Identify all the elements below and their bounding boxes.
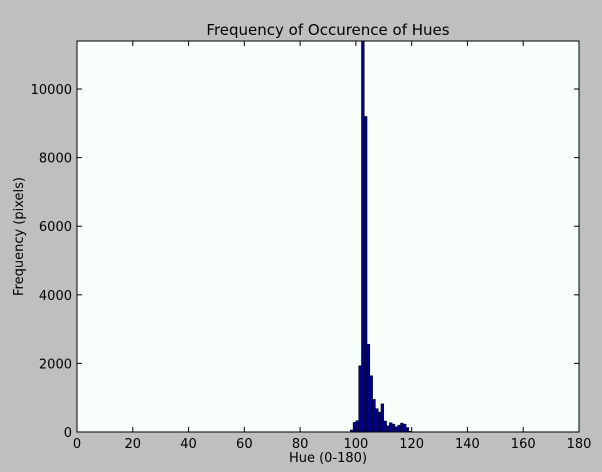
x-tick-label: 160 <box>511 437 536 452</box>
y-axis-ticks: 0 2000 4000 6000 8000 10000 <box>31 83 579 441</box>
x-tick-label: 40 <box>180 437 197 452</box>
histogram-bar <box>377 411 382 433</box>
x-tick-label: 120 <box>399 437 424 452</box>
histogram-bar <box>375 408 379 433</box>
x-tick-label: 0 <box>73 437 81 452</box>
histogram-bar <box>389 422 393 433</box>
histogram-bar <box>358 365 362 433</box>
x-tick-label: 180 <box>567 437 592 452</box>
histogram-bar <box>400 422 404 433</box>
histogram-bar <box>397 424 401 433</box>
chart-title: Frequency of Occurence of Hues <box>206 21 449 39</box>
histogram-bar <box>369 375 373 433</box>
histogram-bar <box>383 420 387 433</box>
histogram-bar <box>366 343 371 433</box>
x-tick-label: 140 <box>455 437 480 452</box>
x-tick-label: 20 <box>125 437 142 452</box>
histogram-bar <box>361 40 365 433</box>
y-tick-label: 4000 <box>39 289 72 304</box>
x-axis-ticks: 0 20 40 60 80 100 120 140 160 180 <box>73 41 592 452</box>
x-tick-label: 80 <box>292 437 309 452</box>
y-tick-label: 10000 <box>31 83 72 98</box>
x-tick-label: 100 <box>343 437 368 452</box>
histogram-bar <box>405 427 410 433</box>
histogram-bar <box>364 116 368 433</box>
y-tick-label: 2000 <box>39 357 72 372</box>
histogram-bar <box>391 423 396 433</box>
x-tick-label: 60 <box>236 437 253 452</box>
plot-frame <box>76 40 580 433</box>
histogram-bar <box>380 403 385 433</box>
y-tick-label: 0 <box>64 426 72 441</box>
histogram-bars <box>350 40 412 433</box>
histogram-bar <box>386 425 390 433</box>
histogram-bar <box>394 426 398 433</box>
y-tick-label: 8000 <box>39 152 72 167</box>
histogram-bar <box>403 423 407 433</box>
y-tick-label: 6000 <box>39 220 72 235</box>
histogram-bar <box>372 399 376 433</box>
x-axis-label: Hue (0-180) <box>289 451 367 466</box>
plot-area <box>77 41 579 432</box>
y-axis-label: Frequency (pixels) <box>12 177 27 296</box>
